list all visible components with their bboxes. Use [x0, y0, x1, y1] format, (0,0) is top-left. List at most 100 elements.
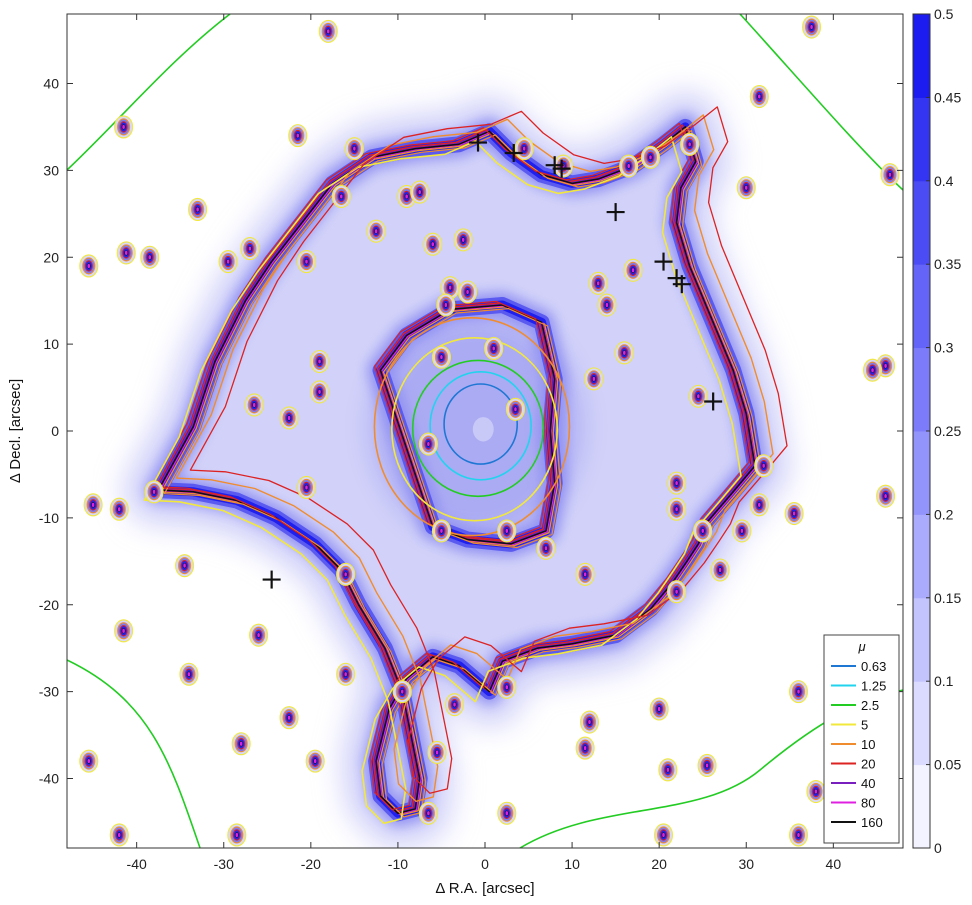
y-tick-label: 30 [43, 162, 59, 178]
y-tick-label: -40 [39, 771, 59, 787]
critical-contour-line [151, 122, 750, 811]
colorbar-step [913, 97, 930, 182]
compact-source [188, 197, 208, 222]
x-tick-label: -10 [388, 856, 408, 872]
compact-source [667, 471, 687, 495]
colorbar-step [913, 764, 930, 849]
compact-source [653, 823, 674, 847]
outer-envelope-5 [143, 136, 742, 825]
compact-source [309, 349, 330, 374]
compact-source [296, 475, 317, 500]
colorbar-tick-label: 0.25 [934, 423, 961, 439]
image-cross [469, 133, 488, 152]
compact-source [109, 823, 129, 847]
colorbar-tick-label: 0.3 [934, 340, 954, 356]
compact-source [876, 484, 896, 508]
colorbar-tick-label: 0.1 [934, 673, 954, 689]
compact-source [588, 271, 608, 295]
corner-contour [67, 659, 201, 848]
legend-label: 10 [861, 737, 875, 752]
legend-box [823, 634, 900, 844]
image-cross [654, 252, 673, 271]
magnification-contour-0.63 [443, 383, 519, 465]
compact-source [680, 132, 700, 156]
legend-label: 160 [861, 815, 883, 830]
image-cross [672, 275, 691, 294]
compact-source [806, 779, 826, 804]
x-tick-label: 10 [564, 856, 580, 872]
bcg-core [472, 417, 494, 442]
compact-source [418, 432, 438, 456]
legend-label: 1.25 [861, 679, 886, 694]
x-tick-label: 40 [826, 856, 842, 872]
legend-label: 20 [861, 757, 875, 772]
compact-source [288, 124, 308, 148]
critical-contour-line [379, 304, 556, 545]
colorbar-step [913, 597, 930, 682]
compact-source [640, 145, 661, 169]
compact-source [754, 454, 774, 478]
compact-source [114, 619, 134, 643]
critical-contour-line [385, 308, 562, 549]
compact-source [331, 184, 351, 208]
colorbar-steps [913, 14, 930, 849]
y-tick-label: 40 [43, 76, 59, 92]
compact-source [536, 536, 556, 560]
image-cross [606, 203, 625, 222]
compact-source [410, 180, 430, 204]
compact-source [575, 562, 595, 586]
compact-source [218, 250, 238, 274]
y-tick-label: -30 [39, 684, 59, 700]
compact-source [575, 736, 595, 760]
colorbar-tick-label: 0.4 [934, 173, 954, 189]
magnification-contour-2.5 [411, 359, 545, 498]
compact-source [109, 497, 129, 521]
x-tick-label: -30 [214, 856, 234, 872]
compact-source [436, 293, 456, 317]
compact-source [227, 823, 247, 847]
compact-source [505, 397, 526, 421]
compact-source [658, 758, 678, 782]
y-tick-label: -20 [39, 597, 59, 613]
magnification-contour-5 [391, 337, 559, 522]
compact-source [231, 732, 251, 756]
compact-source [79, 254, 99, 278]
inner-envelope-10 [175, 114, 774, 802]
compact-source [296, 250, 317, 274]
x-axis-label: Δ R.A. [arcsec] [435, 880, 534, 897]
colorbar-ticks: 0 0.05 0.1 0.15 0.2 0.25 0.3 0.35 0.4 0.45 0.5 [926, 6, 961, 856]
colorbar: 0 0.05 0.1 0.15 0.2 0.25 0.3 0.35 0.4 0.45 0.5 [912, 6, 961, 856]
compact-source [802, 15, 822, 39]
compact-source [749, 84, 769, 109]
x-tick-label: 30 [738, 856, 754, 872]
compact-source [688, 384, 708, 408]
compact-source [140, 245, 160, 269]
x-tick-label: 20 [651, 856, 667, 872]
y-axis-label: Δ Decl. [arcsec] [7, 379, 24, 483]
compact-source [431, 519, 452, 543]
compact-source [423, 232, 443, 256]
compact-source [497, 675, 517, 699]
compact-source [497, 801, 517, 825]
compact-source [418, 801, 438, 825]
plot-layer [67, 14, 903, 848]
compact-source [736, 176, 756, 200]
colorbar-tick-label: 0.05 [934, 757, 961, 773]
compact-source [318, 19, 338, 43]
compact-source [649, 697, 669, 721]
compact-source [344, 137, 364, 161]
compact-source [279, 406, 299, 430]
legend-title: μ [857, 639, 865, 654]
colorbar-step [913, 14, 930, 98]
legend-label: 40 [861, 776, 875, 791]
colorbar-tick-label: 0.2 [934, 506, 954, 522]
legend-label: 80 [861, 796, 875, 811]
compact-source [484, 336, 504, 361]
compact-source [144, 480, 164, 504]
compact-source [458, 280, 478, 304]
compact-source [249, 623, 269, 647]
colorbar-step [913, 180, 930, 265]
compact-source [693, 519, 713, 543]
magnification-contour-1.25 [429, 370, 532, 481]
compact-source [584, 367, 604, 391]
